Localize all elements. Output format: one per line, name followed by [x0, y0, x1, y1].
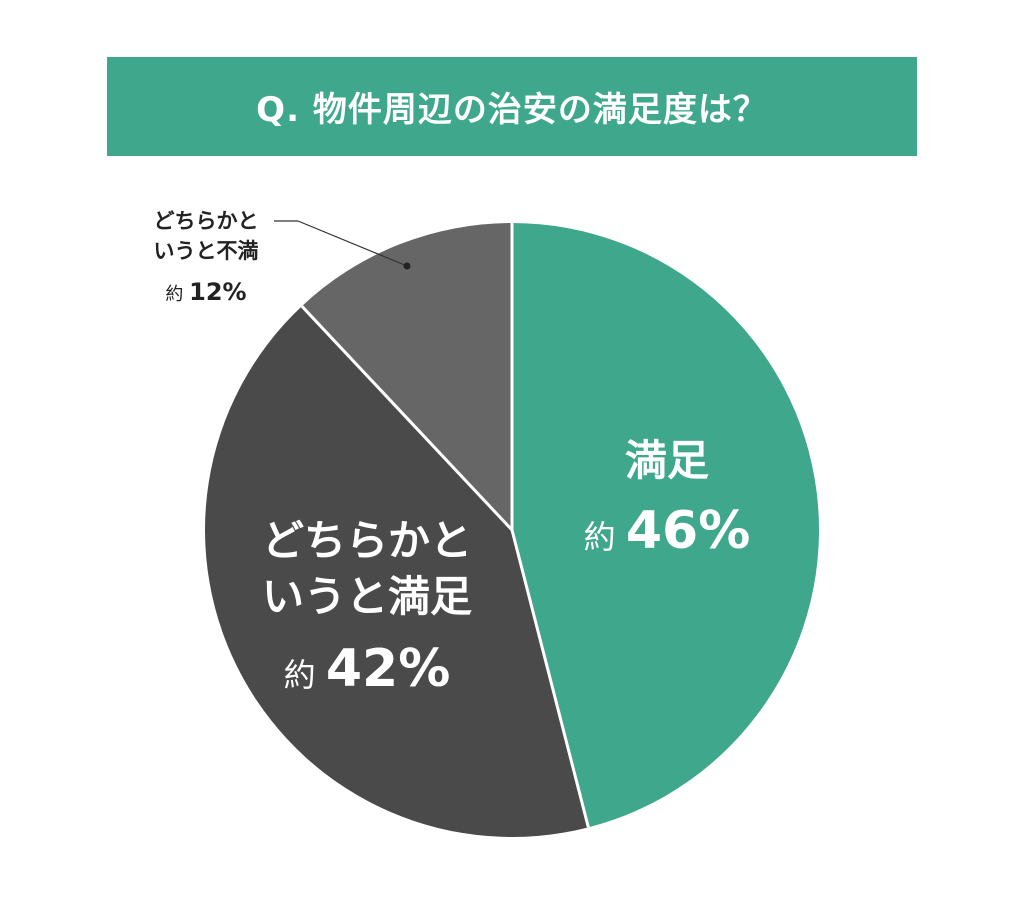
value-percent: 46% — [626, 501, 750, 561]
value-prefix: 約 — [584, 518, 626, 556]
slice-somewhat-satisfied — [205, 306, 589, 837]
slice-satisfied — [512, 223, 819, 828]
value-prefix: 約 — [284, 656, 326, 694]
slice-value-label: 約 42% — [284, 639, 451, 699]
slice-divider — [300, 305, 514, 532]
slice-label: いうと不満 — [154, 239, 259, 263]
slice-value-label: 約 12% — [165, 278, 246, 306]
slice-value-label: 約 46% — [584, 501, 751, 561]
slice-label: どちらかと — [154, 209, 259, 233]
slice-label: いうと満足 — [262, 572, 472, 621]
title-banner: Q. 物件周辺の治安の満足度は？ — [107, 57, 917, 156]
slice-somewhat-dissatisfied — [301, 223, 512, 530]
value-percent: 42% — [326, 639, 450, 699]
callout-leader-line — [297, 220, 408, 267]
slice-divider — [510, 529, 590, 828]
value-prefix: 約 — [165, 284, 189, 305]
chart-title: Q. 物件周辺の治安の満足度は？ — [256, 90, 768, 130]
callout-dot — [403, 262, 411, 270]
slice-label: 満足 — [625, 436, 709, 485]
value-percent: 12% — [189, 278, 246, 306]
slice-label: どちらかと — [262, 516, 472, 565]
